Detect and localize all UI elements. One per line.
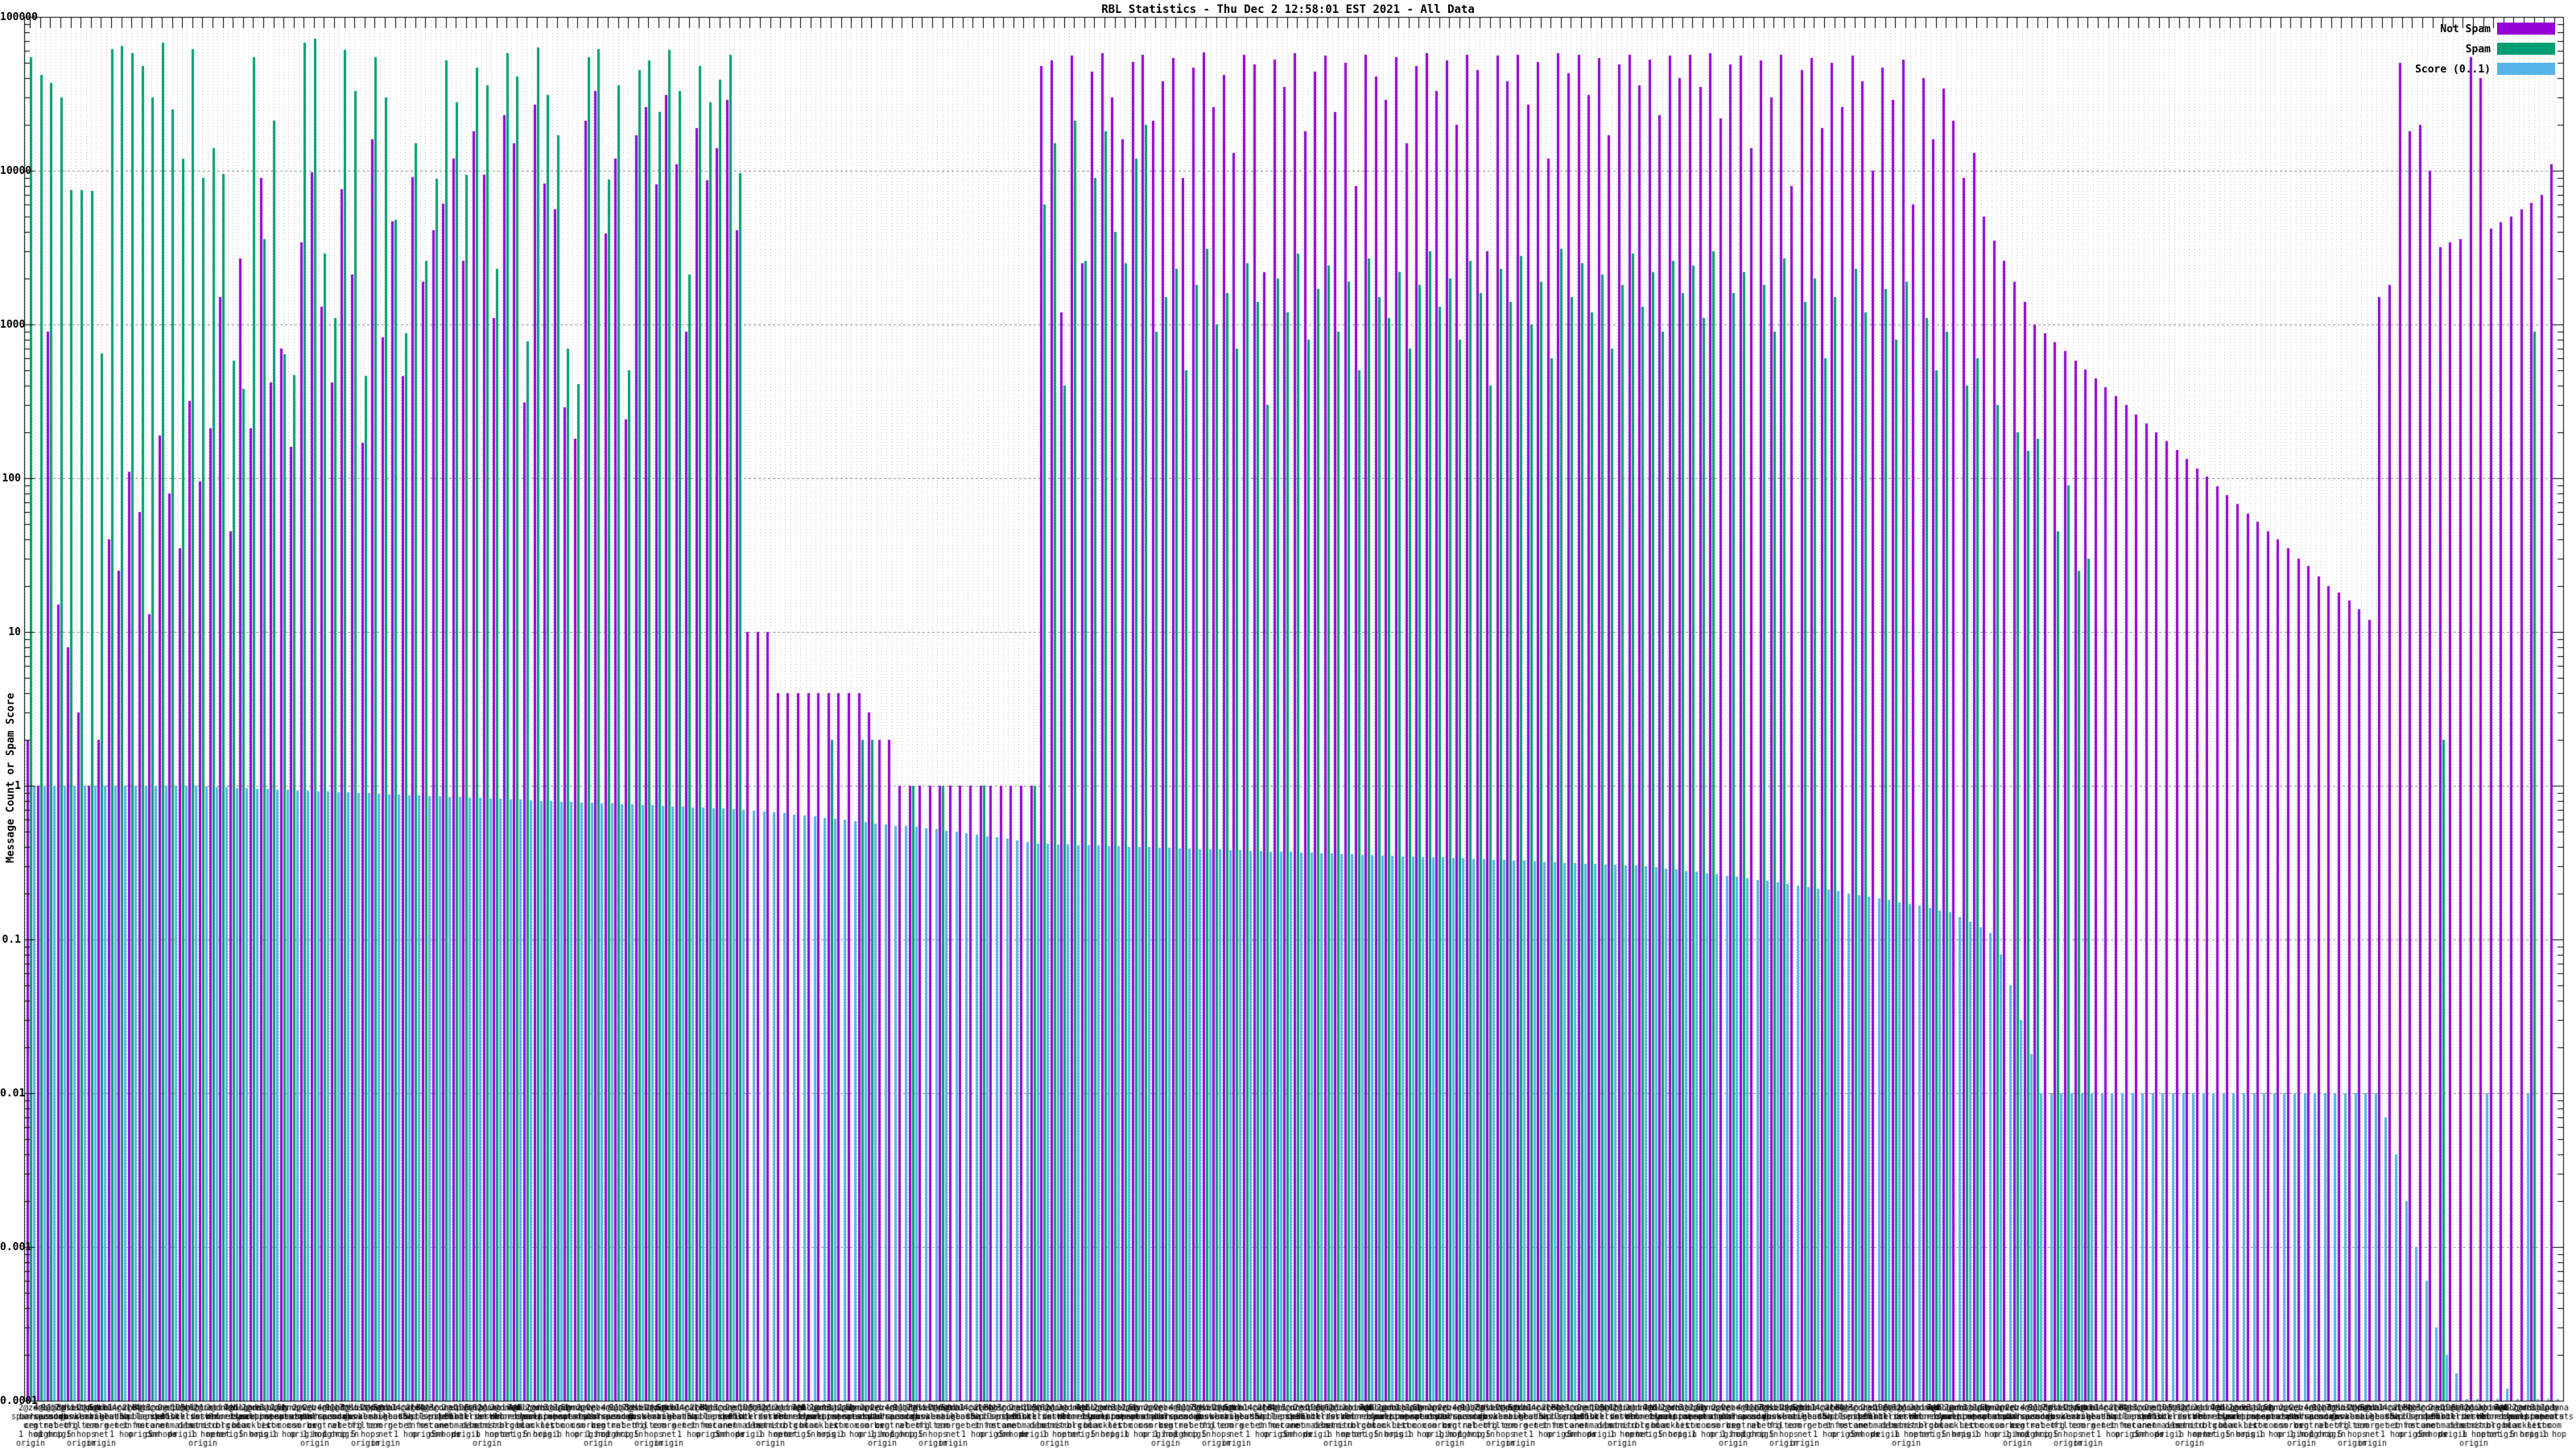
legend-item: Not Spam bbox=[2286, 23, 2568, 35]
legend-item: Score (0..1) bbox=[2286, 63, 2568, 76]
legend-color-swatch bbox=[2497, 43, 2555, 55]
legend-color-swatch bbox=[2497, 63, 2555, 75]
legend-item: Spam bbox=[2286, 43, 2568, 56]
legend-item-label: Not Spam bbox=[2440, 23, 2491, 35]
y-tick-label: 1 bbox=[14, 780, 21, 792]
y-tick-label: 10 bbox=[8, 626, 21, 638]
y-tick-label: 0.01 bbox=[0, 1088, 26, 1100]
y-tick-label: 0.0001 bbox=[0, 1395, 38, 1407]
y-tick-label: 10000 bbox=[0, 165, 32, 177]
y-tick-label: 1000 bbox=[0, 319, 26, 331]
legend-item-label: Score (0..1) bbox=[2415, 64, 2491, 76]
y-tick-label: 100 bbox=[2, 473, 21, 485]
chart-title: RBL Statistics - Thu Dec 2 12:58:01 EST … bbox=[1101, 3, 1475, 16]
legend-color-swatch bbox=[2497, 23, 2555, 35]
y-tick-label: 100000 bbox=[0, 11, 38, 23]
y-tick-label: 0.1 bbox=[2, 934, 21, 946]
legend-item-label: Spam bbox=[2465, 43, 2491, 56]
y-axis-label: Message Count or Spam Score bbox=[5, 692, 17, 863]
y-tick-label: 0.001 bbox=[0, 1241, 32, 1253]
